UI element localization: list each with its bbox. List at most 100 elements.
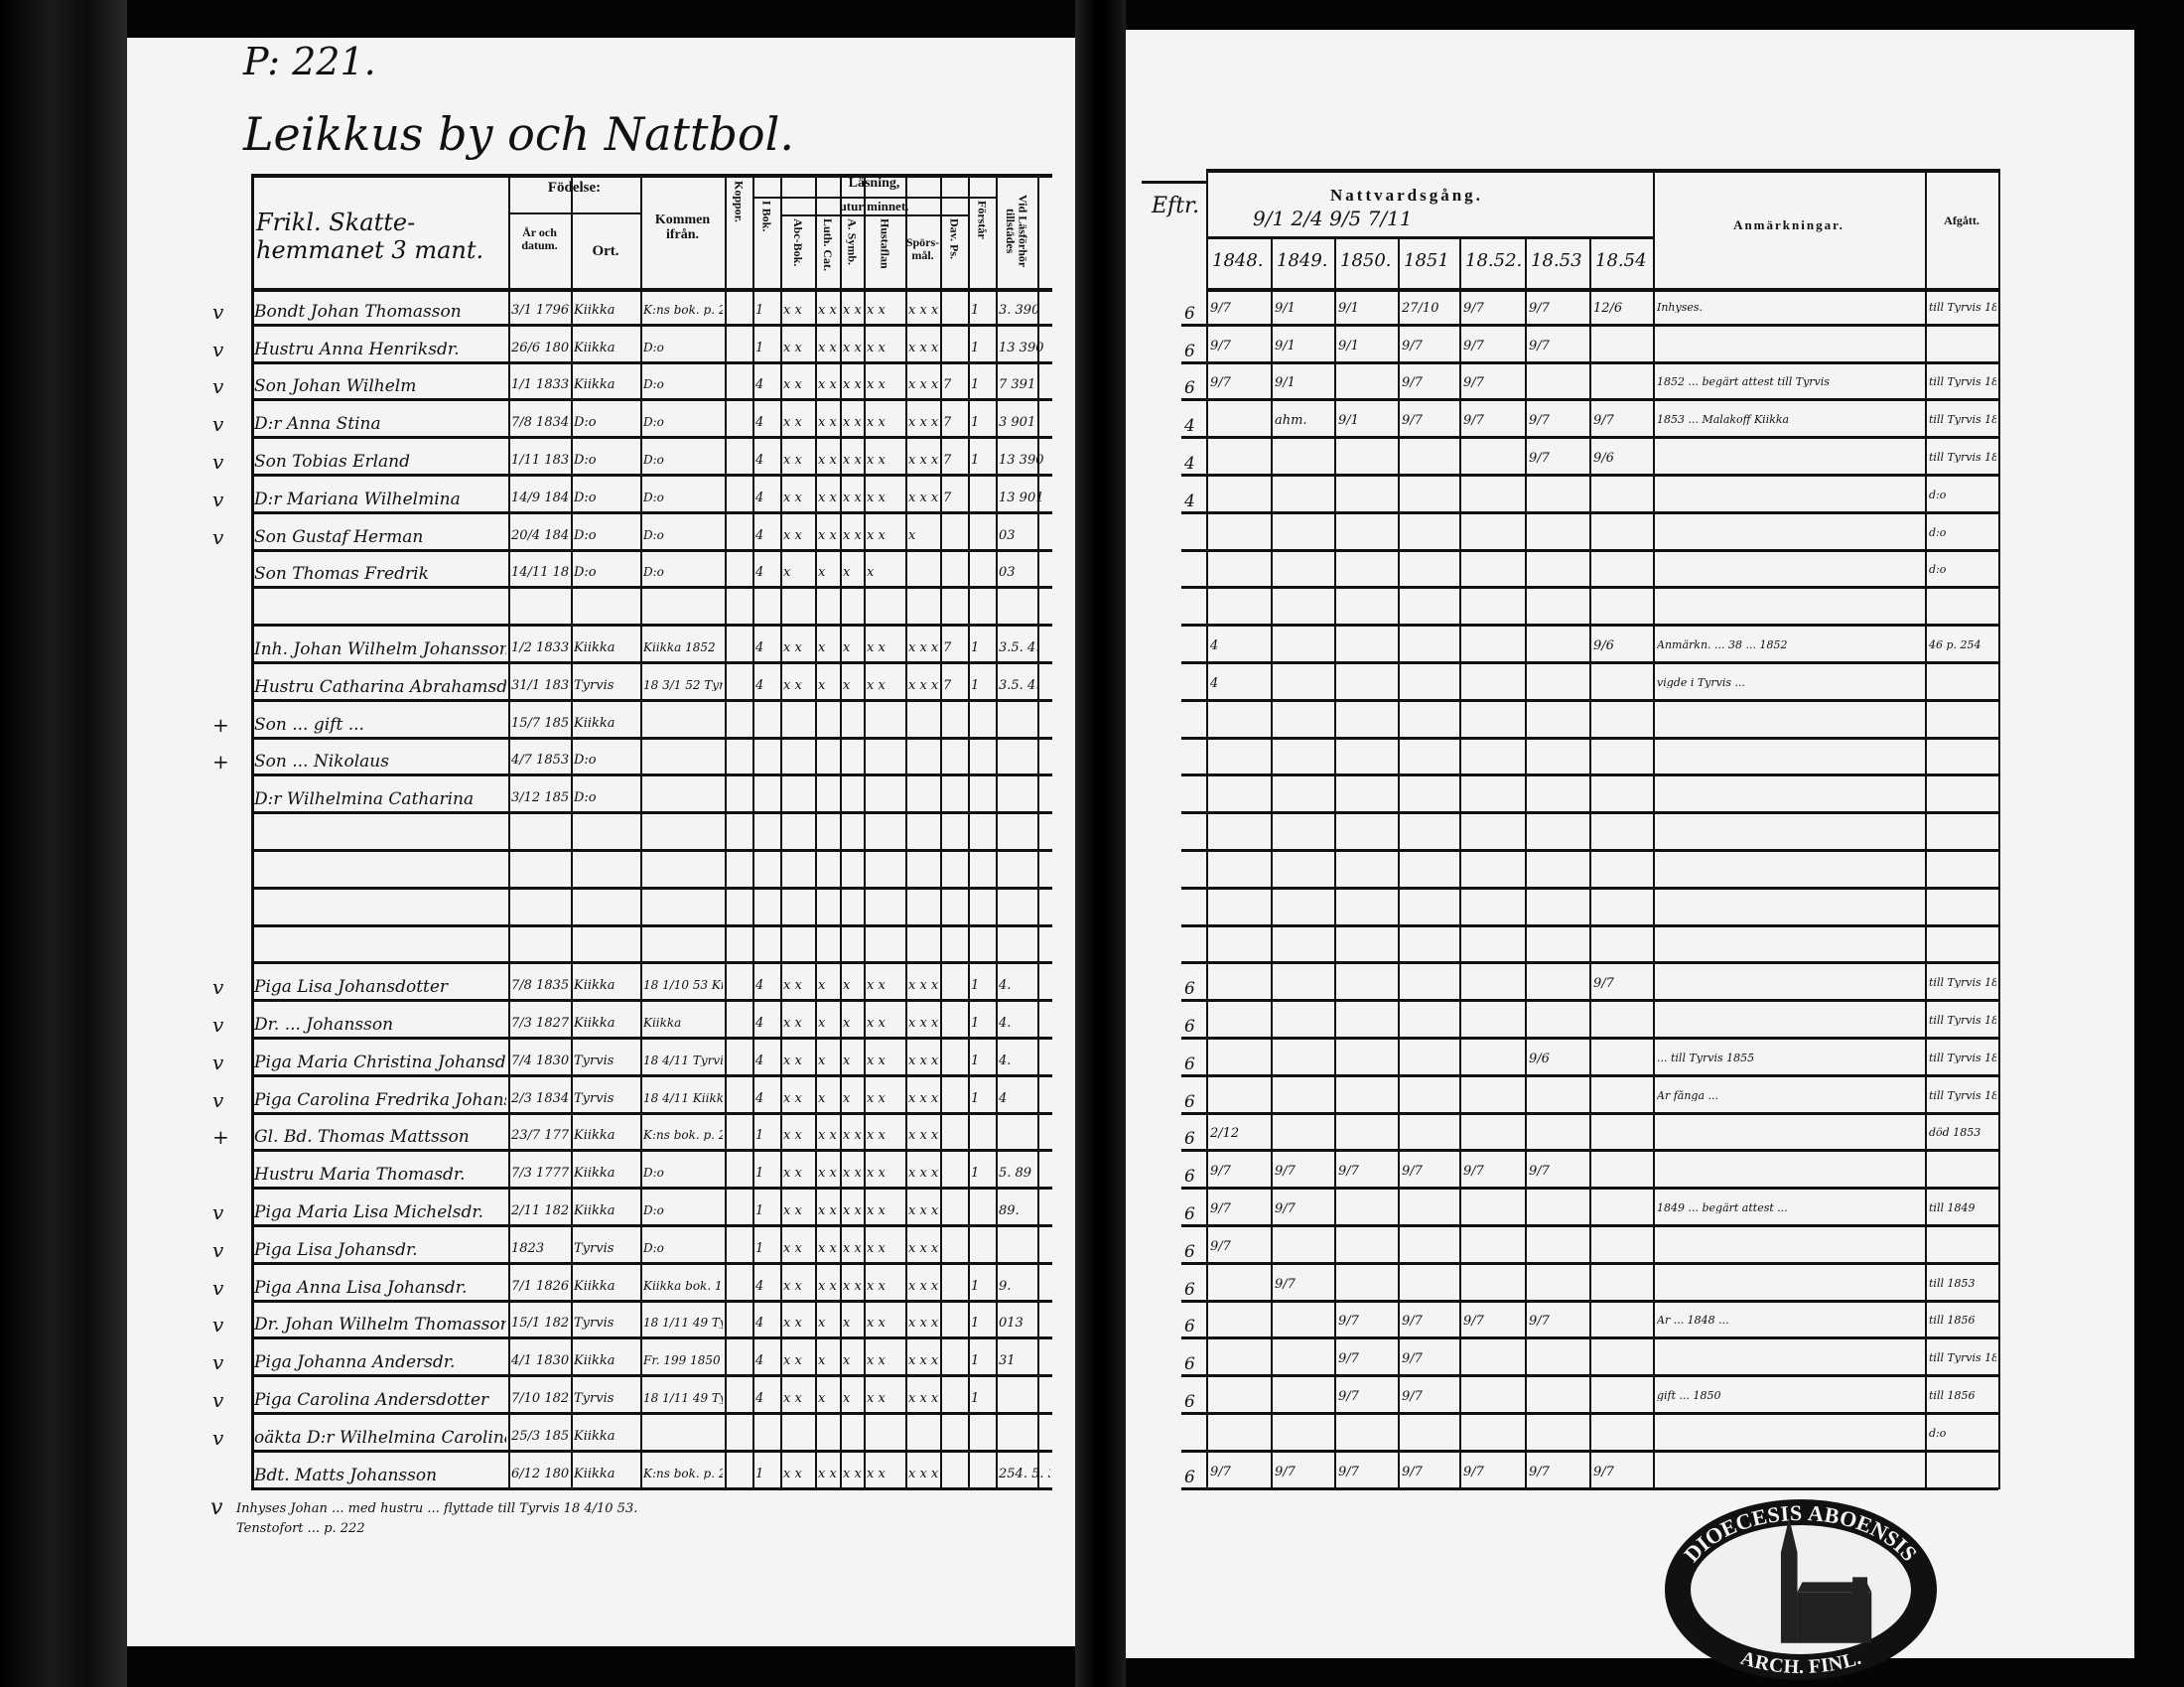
- communion-entry: 9/7: [1529, 1315, 1550, 1329]
- deceased-mark: +: [212, 1127, 229, 1148]
- cell: x: [818, 1354, 826, 1368]
- communion-entry: 9/7: [1463, 301, 1484, 315]
- cell: x x: [818, 378, 837, 392]
- cell: 13 390: [999, 341, 1044, 354]
- table-row: [0, 1452, 1, 1453]
- column-rule: [1925, 169, 1927, 1489]
- eftr-mark: 6: [1184, 1243, 1195, 1261]
- cell: 4: [755, 641, 764, 654]
- row-rule: [251, 436, 1052, 440]
- cell: x x: [783, 1167, 802, 1181]
- cell: 3/1 1796: [511, 303, 569, 317]
- year-header: 1850.: [1340, 250, 1392, 271]
- cell: D:o: [643, 528, 664, 541]
- cell: x x: [783, 1279, 802, 1293]
- cell: 18 1/11 49 Tyrvis: [643, 1392, 723, 1404]
- remark: 1852 ... begärt attest till Tyrvis: [1657, 376, 1830, 388]
- communion-entry: 9/7: [1275, 1277, 1296, 1291]
- communion-entry: 9/7: [1402, 1390, 1423, 1403]
- communion-entry: 9/7: [1593, 1465, 1614, 1478]
- row-rule: [1181, 1299, 1998, 1303]
- row-rule: [1181, 1037, 1998, 1040]
- check-mark: v: [212, 339, 224, 359]
- cell: x: [843, 641, 851, 654]
- departed-note: till 1849: [1929, 1202, 1976, 1213]
- row-rule: [251, 1187, 1052, 1191]
- cell: x: [818, 979, 826, 993]
- cell: x x: [783, 1392, 802, 1405]
- row-rule: [251, 548, 1052, 552]
- cell: x: [818, 1317, 826, 1331]
- cell: 1: [971, 416, 980, 430]
- cell: K:ns bok. p. 256: [643, 1467, 723, 1479]
- cell: x x: [783, 1204, 802, 1217]
- cell: x x x: [908, 1354, 938, 1368]
- cell: x: [843, 566, 851, 580]
- column-rule: [571, 174, 573, 1489]
- cell: Kiikka: [574, 1429, 615, 1443]
- cell: x x: [783, 303, 802, 317]
- check-mark: v: [212, 452, 224, 472]
- cell: 3.5. 4.: [999, 641, 1040, 654]
- check-mark: v: [212, 1352, 224, 1373]
- cell: 1: [971, 1091, 980, 1105]
- cell: x x: [783, 1129, 802, 1143]
- cell: x x: [867, 1091, 886, 1105]
- cell: Piga Carolina Andersdotter: [254, 1392, 489, 1409]
- cell: x x: [843, 528, 862, 542]
- row-rule: [1181, 323, 1998, 327]
- cell: x x: [867, 1317, 886, 1331]
- cell: Inh. Johan Wilhelm Johansson: [254, 641, 506, 658]
- cell: D:o: [574, 566, 597, 580]
- cell: x x: [783, 1241, 802, 1255]
- church-icon: [1780, 1517, 1872, 1643]
- eftr-mark: 4: [1184, 418, 1195, 436]
- cell: x x: [783, 641, 802, 654]
- cell: x x: [783, 1091, 802, 1105]
- departed-note: till Tyrvis 1855: [1929, 1089, 1996, 1101]
- communion-entry: 9/7: [1463, 1165, 1484, 1179]
- cell: x x: [867, 454, 886, 467]
- cell: D:o: [574, 454, 597, 467]
- table-row: [0, 1264, 1, 1265]
- cell: x x: [818, 416, 837, 430]
- row-rule: [251, 510, 1052, 514]
- cell: 1: [971, 1279, 980, 1293]
- communion-entry: 9/7: [1463, 414, 1484, 428]
- communion-entry: 9/7: [1275, 1465, 1296, 1478]
- cell: x: [818, 641, 826, 654]
- cell: x x x: [908, 1167, 938, 1181]
- row-rule: [251, 1412, 1052, 1415]
- cell: Tyrvis: [574, 1091, 614, 1105]
- cell: x x: [783, 528, 802, 542]
- header-forstar: Förstår: [975, 201, 990, 239]
- table-row: [0, 963, 1, 964]
- row-rule: [251, 773, 1052, 777]
- cell: Piga Anna Lisa Johansdr.: [254, 1279, 468, 1297]
- cell: 4: [755, 416, 764, 430]
- cell: x x: [843, 1129, 862, 1143]
- row-rule: [251, 811, 1052, 815]
- cell: x x: [783, 678, 802, 692]
- communion-entry: 9/7: [1210, 376, 1231, 390]
- cell: x x: [818, 341, 837, 354]
- cell: 1: [755, 303, 764, 317]
- cell: 89.: [999, 1204, 1020, 1217]
- table-row: [0, 551, 1, 552]
- row-rule: [1181, 923, 1998, 927]
- communion-entry: 9/6: [1529, 1052, 1550, 1065]
- cell: x x x: [908, 1091, 938, 1105]
- year-header: 1848.: [1212, 250, 1264, 271]
- cell: Tyrvis: [574, 1054, 614, 1067]
- row-rule: [251, 624, 1052, 628]
- cell: x x x: [908, 378, 938, 392]
- row-rule: [1181, 1486, 1998, 1490]
- cell: x x x: [908, 1317, 938, 1331]
- cell: 18 4/11 Kiikka: [643, 1091, 723, 1104]
- communion-entry: 9/7: [1402, 414, 1423, 428]
- table-row: [0, 926, 1, 927]
- row-rule: [1181, 1187, 1998, 1191]
- cell: 1/2 1833: [511, 641, 569, 654]
- departed-note: död 1853: [1929, 1127, 1981, 1139]
- cell: x x: [867, 1017, 886, 1030]
